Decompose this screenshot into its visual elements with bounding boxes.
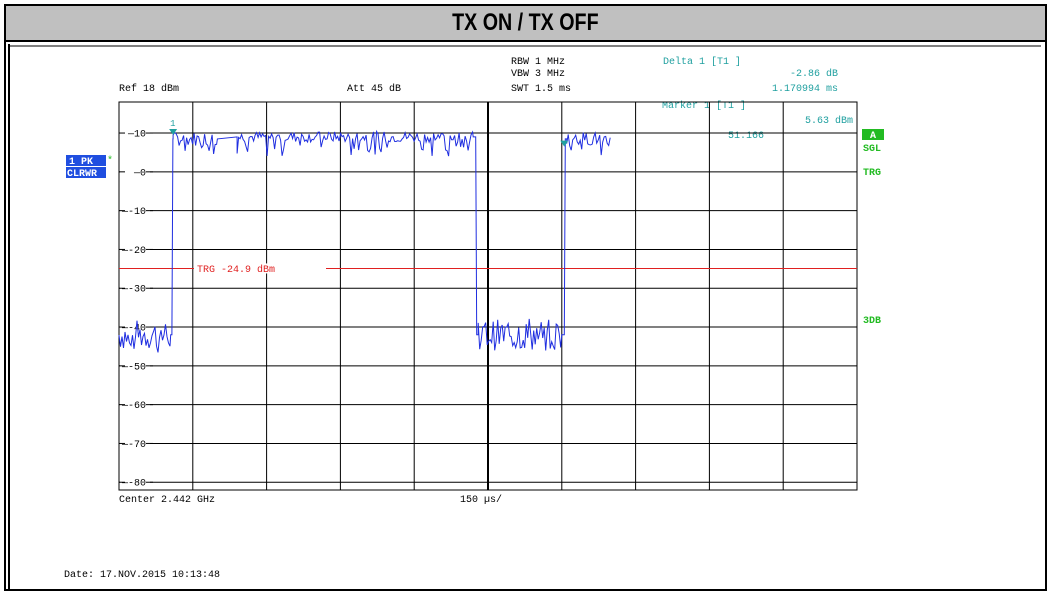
title-bar: TX ON / TX OFF	[6, 6, 1045, 42]
trigger-label-bg	[194, 263, 326, 274]
tick-label-bg	[120, 477, 150, 488]
a-badge: A	[870, 131, 876, 142]
marker-level: 5.63 dBm	[805, 115, 853, 127]
y-tick-label: —10	[127, 130, 146, 141]
tick-label-bg	[120, 360, 150, 371]
marker-triangle	[169, 129, 178, 136]
trace-badge: 1 PK	[69, 157, 93, 168]
delta-label: Delta 1 [T1 ]	[663, 56, 741, 68]
swt-label: SWT 1.5 ms	[511, 84, 571, 95]
y-tick-label: —-40	[121, 324, 146, 335]
marker-triangle	[560, 140, 569, 147]
y-tick-label: —-80	[121, 479, 146, 490]
tick-label-bg	[120, 283, 150, 294]
vbw-label: VBW 3 MHz	[511, 69, 565, 80]
grid	[118, 101, 858, 491]
delta-time: 1.170994 ms	[772, 84, 838, 95]
tick-label-bg	[120, 166, 150, 177]
marker-number: 1	[170, 119, 175, 129]
tick-label-bg	[120, 322, 150, 333]
y-tick-labels: —10 —0 —-10 —-20 —-30 —-40 —-50 —-60 —-70 —-80	[119, 128, 153, 490]
delta-level: -2.86 dB	[790, 68, 838, 80]
marker-time: 51.166	[728, 131, 764, 142]
y-tick-label: —-30	[121, 285, 146, 296]
trg-badge: TRG	[863, 168, 881, 179]
outer-border	[4, 4, 1047, 591]
inner-border	[8, 44, 1047, 591]
trace-badge-bg	[66, 155, 106, 166]
rbw-label: RBW 1 MHz	[511, 57, 565, 68]
tick-label-bg	[120, 205, 150, 216]
date-stamp: Date: 17.NOV.2015 10:13:48	[64, 570, 220, 581]
y-tick-label: —-50	[121, 362, 146, 373]
markers: 1	[169, 119, 569, 147]
y-tick-label: —-20	[121, 246, 146, 257]
y-tick-label: —-10	[121, 207, 146, 218]
marker-label: Marker 1 [T1 ]	[662, 100, 746, 112]
3db-badge: 3DB	[863, 316, 881, 327]
center-frequency: Center 2.442 GHz	[119, 495, 215, 506]
page-title: TX ON / TX OFF	[452, 9, 599, 36]
mode-badge: CLRWR	[67, 169, 97, 180]
trace-star: *	[107, 155, 113, 167]
trigger-label: TRG -24.9 dBm	[197, 264, 275, 276]
tick-label-bg	[120, 128, 150, 139]
tick-label-bg	[120, 438, 150, 449]
sgl-badge: SGL	[863, 144, 881, 155]
time-per-division: 150 µs/	[460, 494, 502, 506]
a-badge-bg	[862, 129, 884, 140]
trace-line	[118, 129, 611, 353]
tick-label-bg	[120, 399, 150, 410]
tick-label-bg	[120, 244, 150, 255]
ref-label: Ref 18 dBm	[119, 83, 179, 95]
att-label: Att 45 dB	[347, 83, 401, 95]
y-tick-label: —-60	[121, 401, 146, 412]
y-tick-label: —-70	[121, 440, 146, 451]
mode-badge-bg	[66, 167, 106, 178]
y-tick-label: —0	[133, 168, 146, 179]
